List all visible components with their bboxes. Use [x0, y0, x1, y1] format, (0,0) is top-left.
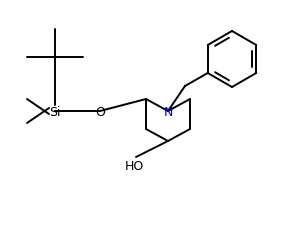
Text: N: N: [163, 105, 173, 118]
Text: Si: Si: [49, 105, 61, 118]
Text: HO: HO: [124, 159, 144, 172]
Text: O: O: [95, 105, 105, 118]
